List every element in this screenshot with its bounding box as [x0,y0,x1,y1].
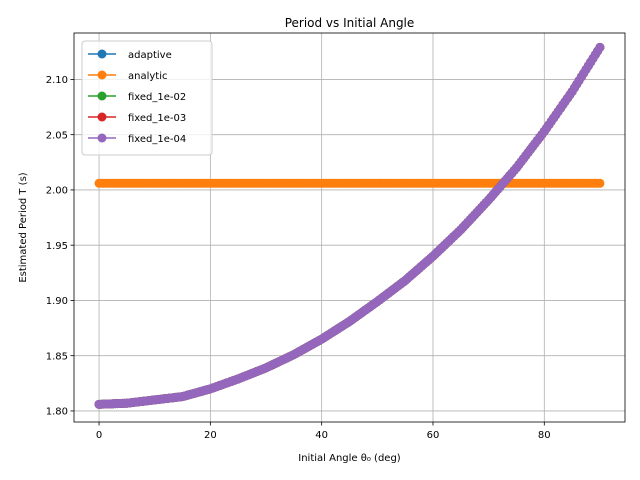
series-analytic [94,178,605,188]
legend-marker [97,49,107,59]
data-point [595,42,605,52]
chart-title: Period vs Initial Angle [285,16,415,30]
y-tick-label: 2.05 [46,130,68,141]
legend-label: adaptive [128,50,172,61]
y-tick-label: 1.80 [46,407,68,418]
legend-marker [97,112,107,122]
x-tick-label: 0 [96,430,102,441]
y-tick-label: 1.85 [46,351,68,362]
legend-marker [97,133,107,143]
x-tick-label: 40 [315,430,328,441]
y-tick-label: 1.90 [46,296,68,307]
y-tick-label: 1.95 [46,241,68,252]
x-tick-label: 80 [538,430,551,441]
x-tick-label: 20 [204,430,217,441]
legend: adaptive analytic fixed_1e-02 fixed_1e-03fi… [81,40,213,156]
x-tick-label: 60 [427,430,440,441]
data-point [595,178,605,188]
legend-label: fixed_1e-04 [128,134,186,145]
legend-frame [81,40,213,156]
y-tick-label: 2.10 [46,75,68,86]
legend-label: analytic [128,71,168,82]
legend-label: fixed_1e-03 [128,113,186,124]
legend-marker [97,70,107,80]
grid [74,33,625,422]
series-layer [94,42,605,409]
legend-label: fixed_1e-02 [128,92,186,103]
legend-marker [97,91,107,101]
x-axis-label: Initial Angle θ₀ (deg) [298,453,401,464]
y-tick-label: 2.00 [46,186,68,197]
ticks: 0 20 40 60 80 1.80 1.85 1.90 1.95 2.00 2.05 2.10 [46,75,551,441]
y-axis-label: Estimated Period T (s) [18,172,29,282]
series-fixed_1e-04 [94,42,605,409]
plot-frame [73,32,626,423]
